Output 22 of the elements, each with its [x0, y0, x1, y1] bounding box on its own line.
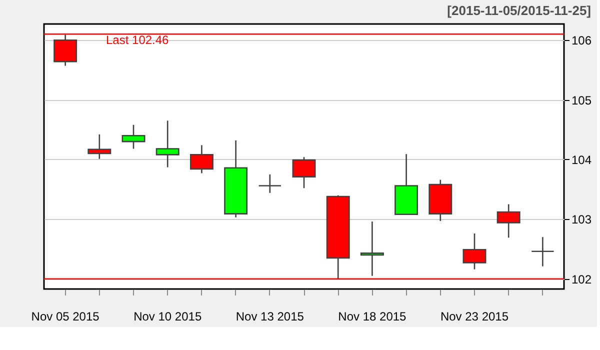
x-tick-label: Nov 13 2015	[236, 310, 304, 324]
candlestick	[258, 174, 282, 194]
ref-line-label: Last 102.46	[106, 33, 170, 48]
candlestick	[122, 124, 146, 150]
x-tick-label: Nov 10 2015	[134, 310, 202, 324]
x-tick-label: Nov 23 2015	[440, 310, 509, 324]
candlestick	[360, 220, 384, 277]
candlestick	[496, 204, 520, 238]
x-tick-label: Nov 05 2015	[31, 310, 100, 324]
y-tick-label: 103	[572, 212, 592, 227]
y-tick-label: 106	[572, 34, 592, 48]
candlestick	[530, 236, 554, 267]
candlestick	[88, 134, 112, 160]
candlestick	[156, 120, 180, 168]
candlestick	[292, 156, 316, 189]
x-tick-label: Nov 18 2015	[338, 310, 407, 324]
y-tick-label: 104	[572, 152, 592, 167]
candlestick	[190, 144, 214, 174]
y-tick-label: 105	[572, 93, 592, 108]
chart-title: [2015-11-05/2015-11-25]	[447, 3, 592, 18]
candlestick	[462, 232, 486, 270]
y-tick-label: 102	[572, 272, 592, 286]
